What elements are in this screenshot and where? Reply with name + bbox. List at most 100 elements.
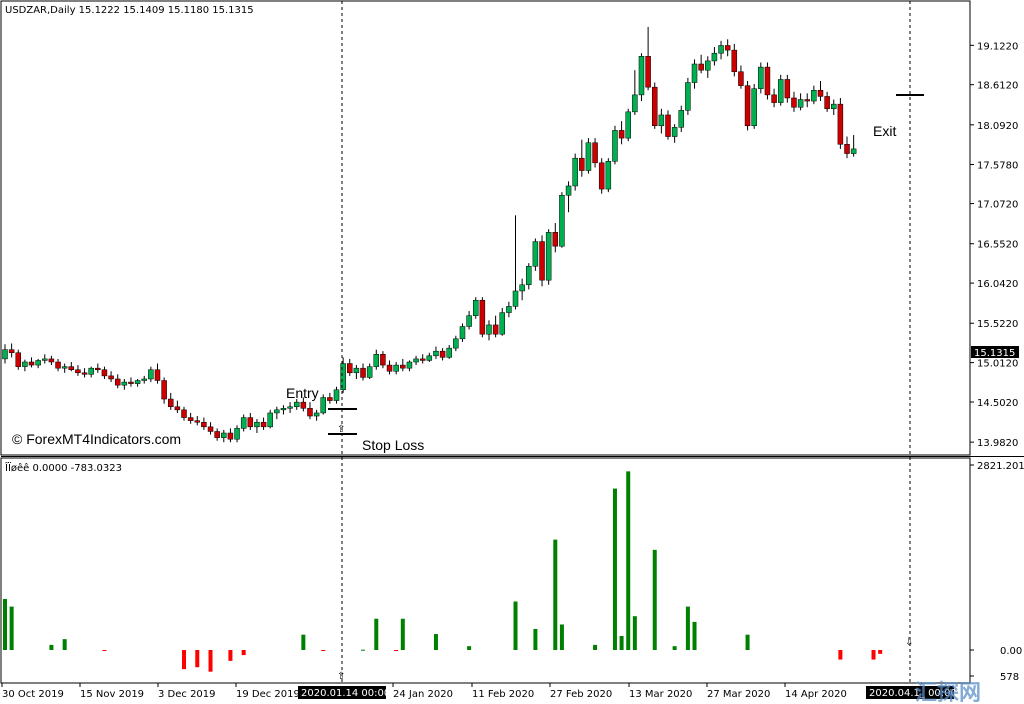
candle-body bbox=[161, 380, 167, 400]
candlestick-series bbox=[2, 26, 857, 443]
candle-body bbox=[764, 66, 771, 96]
candle-body bbox=[645, 56, 651, 88]
price-tick-label: 17.0720 bbox=[977, 200, 1018, 211]
indicator-tick-label: 0.00 bbox=[1000, 646, 1022, 657]
histogram-bar bbox=[62, 639, 67, 650]
date-tick-label: 24 Jan 2020 bbox=[393, 689, 453, 700]
price-tick-label: 17.5780 bbox=[977, 161, 1018, 172]
current-price-tag bbox=[971, 346, 1019, 358]
candle-body bbox=[148, 369, 154, 380]
candle-body bbox=[850, 148, 857, 154]
histogram-bar bbox=[228, 650, 233, 661]
candle-body bbox=[300, 401, 307, 409]
candle-body bbox=[499, 312, 505, 335]
candle-body bbox=[114, 378, 121, 386]
candle-body bbox=[280, 408, 287, 411]
histogram-bar bbox=[838, 650, 843, 660]
current-price-value: 15.1315 bbox=[974, 348, 1015, 359]
histogram-bar bbox=[400, 618, 405, 650]
candle-body bbox=[61, 366, 68, 369]
date-axis: 30 Oct 2019 15 Nov 2019 3 Dec 2019 19 Dec 2… bbox=[1, 683, 847, 700]
histogram-bar bbox=[301, 634, 306, 650]
candle-body bbox=[426, 355, 433, 361]
candle-body bbox=[771, 94, 777, 103]
candle-body bbox=[42, 358, 48, 361]
histogram-bar bbox=[195, 650, 200, 668]
candle-body bbox=[552, 232, 559, 247]
candle-body bbox=[274, 409, 280, 414]
candle-body bbox=[784, 79, 791, 99]
candle-body bbox=[194, 420, 201, 423]
candle-body bbox=[168, 398, 174, 408]
price-pane[interactable] bbox=[0, 0, 971, 456]
histogram-bar bbox=[593, 644, 598, 650]
candle-body bbox=[8, 349, 15, 353]
candle-body bbox=[108, 375, 114, 380]
candle-body bbox=[592, 142, 598, 164]
date-tick-label: 27 Mar 2020 bbox=[707, 689, 770, 700]
histogram-bar bbox=[632, 616, 637, 650]
candle-body bbox=[55, 361, 61, 369]
candle-body bbox=[380, 354, 386, 366]
candle-body bbox=[744, 85, 751, 127]
watermark: © ForexMT4Indicators.com bbox=[12, 431, 181, 447]
candle-body bbox=[320, 397, 326, 414]
candle-body bbox=[128, 381, 134, 384]
exit-label: Exit bbox=[873, 123, 896, 139]
candle-body bbox=[234, 428, 240, 440]
candle-body bbox=[492, 324, 499, 335]
indicator-pane[interactable] bbox=[0, 457, 971, 684]
candle-body bbox=[791, 97, 797, 108]
candle-body bbox=[612, 130, 618, 162]
candle-body bbox=[532, 241, 539, 267]
candle-body bbox=[88, 367, 94, 375]
candle-body bbox=[366, 366, 373, 378]
candle-body bbox=[240, 417, 247, 429]
histogram-bar bbox=[208, 650, 213, 672]
histogram-bar bbox=[672, 646, 677, 650]
up-arrow-icon: ⇧ bbox=[337, 424, 345, 435]
candle-body bbox=[313, 412, 320, 417]
candle-body bbox=[347, 363, 353, 374]
candle-body bbox=[446, 347, 452, 358]
candle-body bbox=[373, 354, 380, 367]
candle-body bbox=[678, 110, 685, 128]
candle-body bbox=[638, 56, 645, 96]
histogram-bar bbox=[467, 646, 472, 650]
candle-body bbox=[811, 90, 817, 102]
candle-body bbox=[174, 406, 181, 411]
candle-body bbox=[221, 432, 227, 438]
candle-body bbox=[28, 361, 35, 366]
candle-body bbox=[526, 266, 532, 286]
candle-body bbox=[671, 127, 678, 137]
candle-body bbox=[758, 66, 764, 89]
date-tick-label: 11 Feb 2020 bbox=[472, 689, 534, 700]
histogram-bar bbox=[182, 650, 187, 670]
price-tick-label: 16.5520 bbox=[977, 240, 1018, 251]
candle-body bbox=[665, 114, 671, 137]
candle-body bbox=[817, 90, 824, 97]
candle-body bbox=[207, 426, 214, 432]
date-tick-label: 30 Oct 2019 bbox=[2, 689, 64, 700]
candle-body bbox=[545, 232, 552, 281]
candle-body bbox=[101, 369, 108, 377]
candle-body bbox=[340, 363, 346, 391]
date-tick-label: 19 Dec 2019 bbox=[236, 689, 300, 700]
candle-body bbox=[267, 412, 273, 428]
candle-body bbox=[512, 290, 519, 307]
candle-body bbox=[705, 60, 711, 71]
candle-body bbox=[2, 349, 8, 360]
candle-body bbox=[227, 432, 234, 440]
date-tick-label: 15 Nov 2019 bbox=[80, 689, 144, 700]
indicator-tick-label: 578 bbox=[1000, 672, 1019, 683]
candle-body bbox=[201, 421, 207, 428]
price-tick-label: 13.9820 bbox=[977, 438, 1018, 449]
candle-body bbox=[466, 315, 472, 327]
candle-body bbox=[141, 378, 147, 381]
indicator-header: ÎÏøêê 0.0000 -783.0323 bbox=[4, 461, 122, 474]
candle-body bbox=[691, 63, 698, 83]
candle-body bbox=[751, 88, 757, 127]
